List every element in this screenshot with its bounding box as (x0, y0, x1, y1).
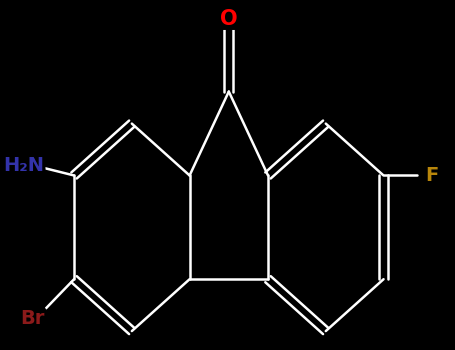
Text: H₂N: H₂N (4, 156, 45, 175)
Text: O: O (220, 9, 238, 29)
Text: Br: Br (20, 309, 45, 328)
Text: F: F (425, 166, 438, 185)
